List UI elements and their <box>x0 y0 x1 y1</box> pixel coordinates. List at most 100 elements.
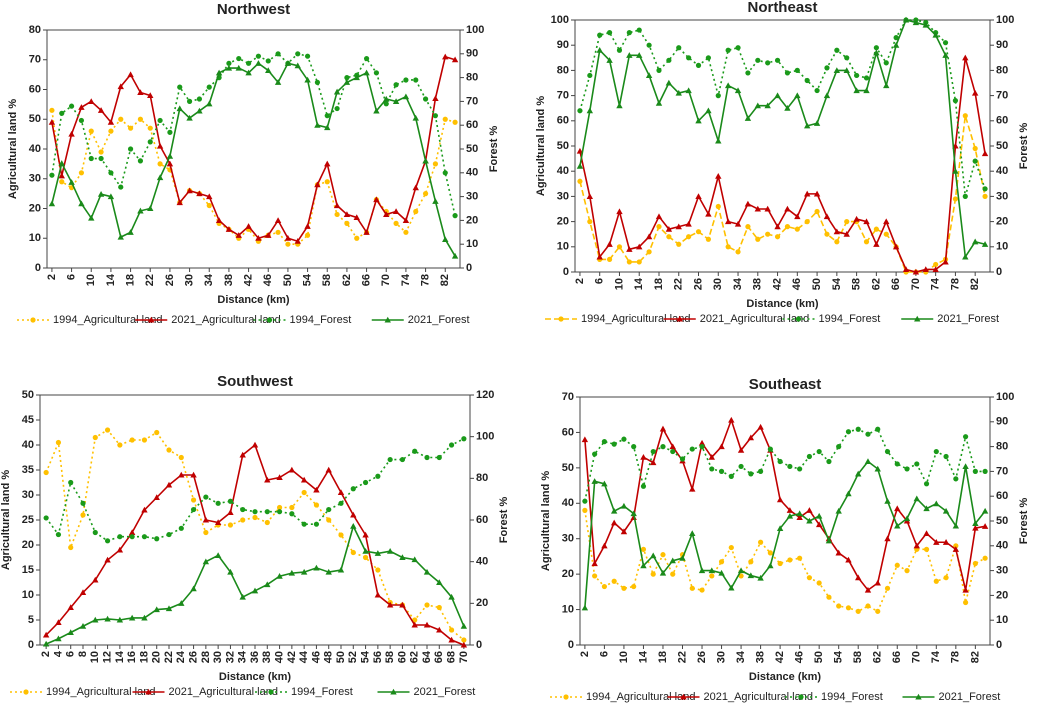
marker <box>558 316 564 322</box>
y2-tick-label: 100 <box>466 24 484 36</box>
marker <box>324 179 330 185</box>
x-tick-label: 58 <box>852 651 864 663</box>
marker <box>264 519 270 526</box>
x-tick-label: 14 <box>637 650 649 663</box>
marker <box>705 107 712 114</box>
marker <box>324 124 331 131</box>
x-tick-label: 22 <box>673 278 685 290</box>
x-tick-label: 14 <box>114 650 126 663</box>
x-tick-label: 22 <box>163 651 175 663</box>
y2-axis-label: Forest % <box>488 126 500 173</box>
marker <box>423 568 431 575</box>
marker <box>251 587 259 594</box>
y2-tick-label: 60 <box>996 490 1008 502</box>
y-tick-label: 40 <box>557 165 569 177</box>
marker <box>601 439 608 445</box>
x-tick-label: 38 <box>223 274 235 286</box>
marker <box>795 316 802 322</box>
x-tick-label: 34 <box>732 277 744 290</box>
marker <box>611 578 617 584</box>
marker <box>137 158 144 164</box>
marker <box>166 531 172 538</box>
marker <box>620 528 628 535</box>
x-tick-label: 6 <box>598 651 610 657</box>
marker <box>337 566 345 573</box>
marker <box>176 199 183 206</box>
marker <box>914 461 920 467</box>
marker <box>92 616 99 623</box>
marker <box>362 479 369 486</box>
marker <box>423 621 431 628</box>
marker <box>325 466 332 473</box>
marker <box>981 523 989 529</box>
x-tick-label: 30 <box>712 278 724 290</box>
marker <box>709 466 715 472</box>
marker <box>596 253 603 260</box>
y2-axis-label: Forest % <box>1018 498 1030 545</box>
marker <box>577 178 583 184</box>
x-tick-label: 18 <box>138 651 150 663</box>
y-tick-label: 0 <box>563 266 569 278</box>
marker <box>735 249 741 255</box>
x-tick-label: 78 <box>950 651 962 663</box>
marker <box>129 534 135 540</box>
marker <box>403 77 409 83</box>
marker <box>581 604 589 611</box>
marker <box>725 47 731 53</box>
marker <box>835 507 842 514</box>
y2-tick-label: 40 <box>476 556 488 568</box>
marker <box>268 689 274 695</box>
marker <box>402 217 410 223</box>
y-tick-label: 0 <box>568 639 574 651</box>
marker <box>845 429 852 435</box>
marker <box>304 76 311 83</box>
marker <box>202 558 210 565</box>
y2-tick-label: 70 <box>996 90 1008 102</box>
x-tick-label: 48 <box>323 651 335 663</box>
marker <box>68 103 75 109</box>
x-tick-label: 50 <box>335 651 347 663</box>
legend-label: 1994_Forest <box>290 314 352 326</box>
marker <box>708 454 715 460</box>
marker <box>67 629 74 636</box>
marker <box>854 72 860 79</box>
marker <box>363 229 370 235</box>
marker <box>107 193 115 200</box>
marker <box>816 448 822 455</box>
marker <box>715 137 722 144</box>
marker <box>656 224 662 230</box>
marker <box>606 29 613 36</box>
y2-tick-label: 30 <box>466 191 478 203</box>
x-tick-label: 20 <box>151 651 163 663</box>
marker <box>399 601 406 608</box>
marker <box>597 32 603 38</box>
marker <box>285 241 291 247</box>
x-tick-label: 38 <box>755 651 767 663</box>
x-tick-label: 54 <box>831 277 843 290</box>
marker <box>689 585 695 591</box>
x-tick-label: 26 <box>692 278 704 290</box>
x-tick-label: 42 <box>286 651 298 663</box>
y2-tick-label: 30 <box>996 565 1008 577</box>
marker <box>581 436 589 443</box>
marker <box>645 72 653 78</box>
chart-title: Northeast <box>747 0 817 16</box>
marker <box>834 239 840 245</box>
marker <box>157 117 163 124</box>
marker <box>833 228 841 235</box>
marker <box>399 554 406 561</box>
marker <box>699 444 705 450</box>
legend-label: 1994_Agricultural land <box>586 691 695 703</box>
x-tick-label: 44 <box>298 650 310 663</box>
marker <box>97 107 105 113</box>
marker <box>686 55 692 61</box>
marker <box>912 19 920 26</box>
marker <box>915 693 922 700</box>
marker <box>116 546 124 553</box>
x-tick-label: 42 <box>771 278 783 290</box>
marker <box>128 614 136 621</box>
x-tick-label: 66 <box>433 651 445 663</box>
marker <box>670 571 676 577</box>
marker <box>892 42 900 48</box>
